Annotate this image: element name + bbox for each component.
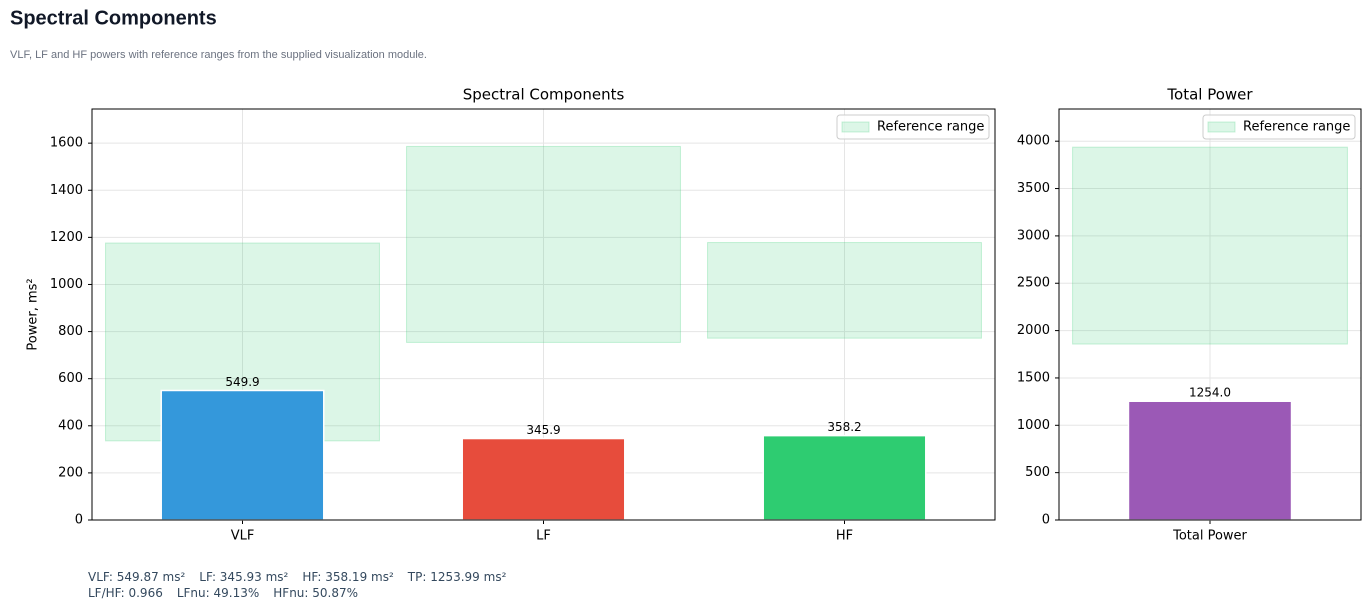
legend-box: [836, 114, 990, 140]
footer-item: HF: 358.19 ms²: [302, 570, 394, 584]
legend-label: Reference range: [877, 120, 984, 135]
reference-range: [707, 242, 982, 339]
y-tick-label: 400: [58, 418, 83, 433]
y-tick-label: 200: [58, 465, 83, 480]
page-subtitle: VLF, LF and HF powers with reference ran…: [10, 49, 427, 61]
chart-title: Spectral Components: [463, 86, 625, 104]
y-tick-label: 2500: [1017, 276, 1050, 291]
y-tick-label: 4000: [1017, 134, 1050, 149]
value-label: 1254.0: [1189, 386, 1231, 400]
y-tick-label: 1000: [50, 277, 83, 292]
footer-item: LFnu: 49.13%: [177, 586, 259, 600]
y-tick-label: 800: [58, 324, 83, 339]
chart-title: Total Power: [1166, 86, 1253, 104]
y-tick-label: 500: [1025, 465, 1050, 480]
footer-line: LF/HF: 0.966 LFnu: 49.13% HFnu: 50.87%: [88, 586, 358, 600]
bar: [1127, 400, 1293, 521]
x-tick-label: HF: [836, 529, 853, 544]
legend-label: Reference range: [1243, 120, 1350, 135]
axes-frame: [1058, 108, 1362, 521]
bar: [762, 434, 927, 521]
bar: [160, 389, 325, 521]
y-tick-label: 0: [75, 513, 83, 528]
reference-range: [406, 145, 681, 343]
y-tick-label: 1200: [50, 230, 83, 245]
x-tick-label: VLF: [231, 529, 255, 544]
y-tick-label: 3500: [1017, 181, 1050, 196]
y-axis-label: Power, ms²: [26, 278, 41, 350]
y-tick-label: 1500: [1017, 370, 1050, 385]
footer-item: LF/HF: 0.966: [88, 586, 163, 600]
y-tick-label: 2000: [1017, 323, 1050, 338]
y-tick-label: 3000: [1017, 228, 1050, 243]
footer-item: TP: 1253.99 ms²: [407, 570, 507, 584]
y-tick-label: 1000: [1017, 418, 1050, 433]
footer-item: VLF: 549.87 ms²: [88, 570, 185, 584]
page-title: Spectral Components: [10, 7, 217, 29]
footer: VLF: 549.87 ms² LF: 345.93 ms² HF: 358.19 …: [88, 570, 507, 600]
value-label: 549.9: [225, 375, 259, 389]
x-tick-label: Total Power: [1172, 529, 1247, 544]
bar: [461, 437, 626, 521]
reference-range: [1072, 146, 1348, 345]
footer-item: HFnu: 50.87%: [273, 586, 358, 600]
legend-swatch: [1207, 121, 1236, 133]
legend-swatch: [841, 121, 870, 133]
value-label: 358.2: [827, 420, 861, 434]
axes-frame: [91, 108, 996, 521]
y-tick-label: 1400: [50, 183, 83, 198]
y-tick-label: 600: [58, 371, 83, 386]
footer-line: VLF: 549.87 ms² LF: 345.93 ms² HF: 358.19 …: [88, 570, 507, 584]
y-tick-label: 0: [1042, 513, 1050, 528]
x-tick-label: LF: [536, 529, 551, 544]
footer-item: LF: 345.93 ms²: [199, 570, 288, 584]
legend-box: [1202, 114, 1356, 140]
value-label: 345.9: [526, 423, 560, 437]
y-tick-label: 1600: [50, 136, 83, 151]
